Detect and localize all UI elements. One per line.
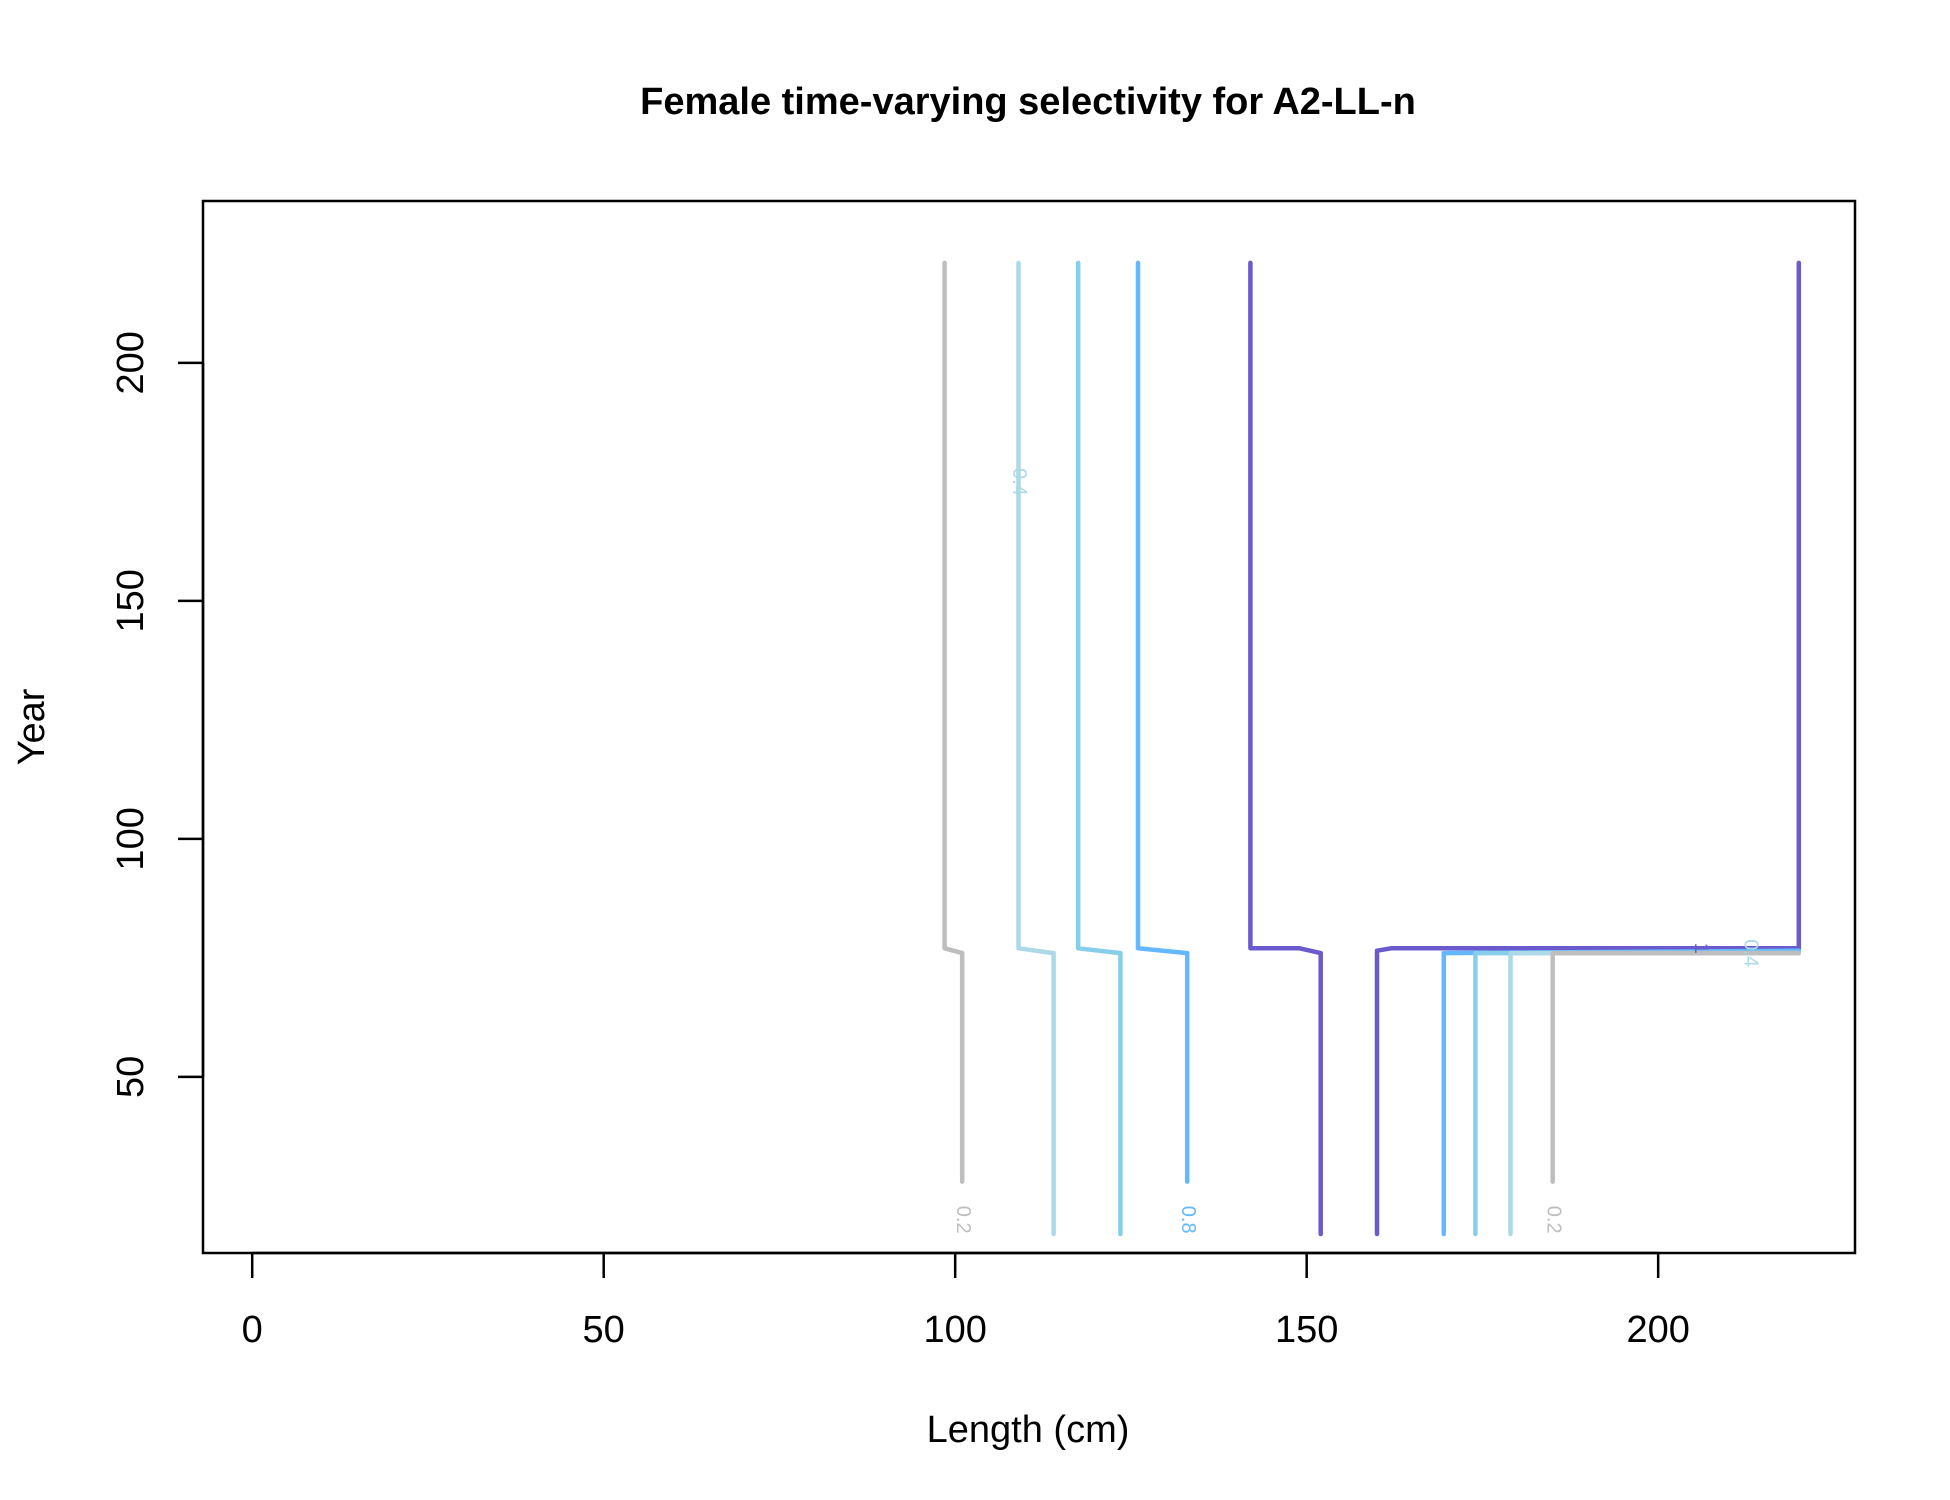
x-tick-label: 0 bbox=[242, 1309, 263, 1351]
y-tick-label: 50 bbox=[110, 1056, 152, 1098]
contour-line-0-8 bbox=[1441, 948, 1802, 1237]
y-tick-label: 200 bbox=[110, 331, 152, 394]
contour-label: 0.2 bbox=[952, 1206, 974, 1234]
x-tick-label: 200 bbox=[1626, 1309, 1689, 1351]
y-tick-label: 100 bbox=[110, 807, 152, 870]
contour-label: 0.4 bbox=[1739, 939, 1761, 967]
x-tick-label: 100 bbox=[923, 1309, 986, 1351]
contour-label: 0.4 bbox=[1008, 468, 1030, 496]
contour-line-0-8 bbox=[1135, 260, 1190, 1184]
chart-title: Female time-varying selectivity for A2-L… bbox=[640, 81, 1416, 123]
contour-line-0-2 bbox=[1550, 950, 1802, 1184]
contour-line-0-6 bbox=[1075, 260, 1123, 1237]
contour-labels: 0.2 0.4 0.8 1 0.4 0.2 bbox=[952, 468, 1761, 1234]
contour-line-1 bbox=[1374, 260, 1802, 1237]
x-tick-label: 150 bbox=[1275, 1309, 1338, 1351]
plot-area-frame bbox=[201, 199, 1857, 1255]
y-axis: 50 100 150 200 bbox=[110, 331, 205, 1098]
y-tick-label: 150 bbox=[110, 569, 152, 632]
contour-label: 1 bbox=[1690, 943, 1712, 954]
x-axis-label: Length (cm) bbox=[927, 1409, 1130, 1451]
contour-line-0-2 bbox=[942, 260, 965, 1184]
contour-line-0-6 bbox=[1473, 950, 1802, 1237]
contour-label: 0.2 bbox=[1542, 1206, 1564, 1234]
contour-line-0-4 bbox=[1016, 260, 1056, 1237]
y-axis-label: Year bbox=[11, 688, 53, 765]
contour-label: 0.8 bbox=[1177, 1206, 1199, 1234]
x-axis: 0 50 100 150 200 bbox=[242, 1251, 1690, 1351]
contour-lines bbox=[942, 260, 1802, 1237]
x-tick-label: 50 bbox=[583, 1309, 625, 1351]
contour-line-1 bbox=[1248, 260, 1323, 1237]
